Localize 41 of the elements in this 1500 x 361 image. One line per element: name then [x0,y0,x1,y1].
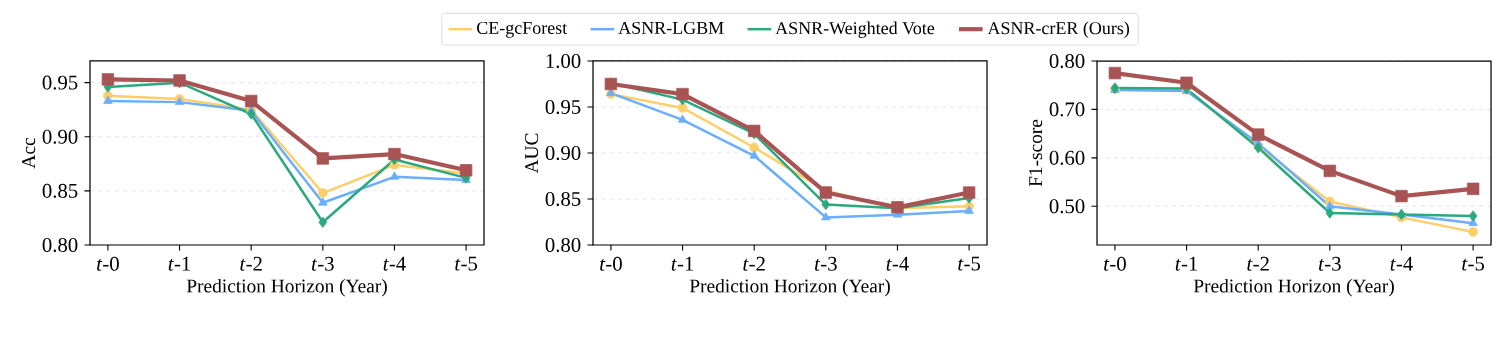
legend-label: ASNR-crER (Ours) [987,21,1130,38]
y-tick-label: 0.90 [42,129,78,144]
y-tick-label: 0.80 [42,237,78,253]
x-tick-label: t-1 [1175,256,1198,271]
y-tick-label: 0.70 [1049,102,1085,117]
legend-label: CE-gcForest [477,21,568,38]
x-tick-label: t-1 [671,256,694,271]
y-tick-label: 0.85 [545,191,581,207]
x-tick-label: t-3 [1319,256,1341,271]
legend-label: ASNR-Weighted Vote [775,21,935,38]
x-tick-label: t-0 [1104,256,1126,271]
x-axis-title: Prediction Horizon (Year) [1193,278,1394,297]
x-tick-label: t-4 [383,256,406,271]
x-tick-label: t-2 [1247,256,1269,271]
y-tick-label: 1.00 [546,53,581,69]
y-tick-label: 0.80 [545,237,581,253]
x-tick-label: t-5 [455,256,478,271]
y-tick-label: 0.95 [42,75,78,90]
y-tick-label: 0.60 [1049,150,1085,165]
y-axis-title: Acc [22,138,36,169]
x-tick-label: t-3 [312,256,334,271]
x-tick-label: t-4 [1390,256,1413,271]
x-tick-label: t-1 [168,256,191,271]
y-tick-label: 0.95 [545,99,581,115]
x-tick-label: t-0 [97,256,119,271]
x-tick-label: t-3 [815,256,837,271]
x-tick-label: t-2 [240,256,262,271]
y-axis-title: AUC [525,133,539,174]
x-tick-label: t-0 [600,256,622,271]
x-tick-label: t-4 [886,256,909,271]
y-tick-label: 0.90 [545,145,581,161]
y-tick-label: 0.85 [42,183,78,198]
x-tick-label: t-5 [958,256,981,271]
x-axis-title: Prediction Horizon (Year) [689,278,890,297]
y-axis-title: F1-score [1029,119,1043,187]
x-axis-title: Prediction Horizon (Year) [186,278,387,297]
legend-label: ASNR-LGBM [618,21,724,34]
x-tick-label: t-2 [743,256,765,271]
x-tick-label: t-5 [1462,256,1485,271]
y-tick-label: 0.80 [1049,53,1085,69]
y-tick-label: 0.50 [1049,199,1085,214]
